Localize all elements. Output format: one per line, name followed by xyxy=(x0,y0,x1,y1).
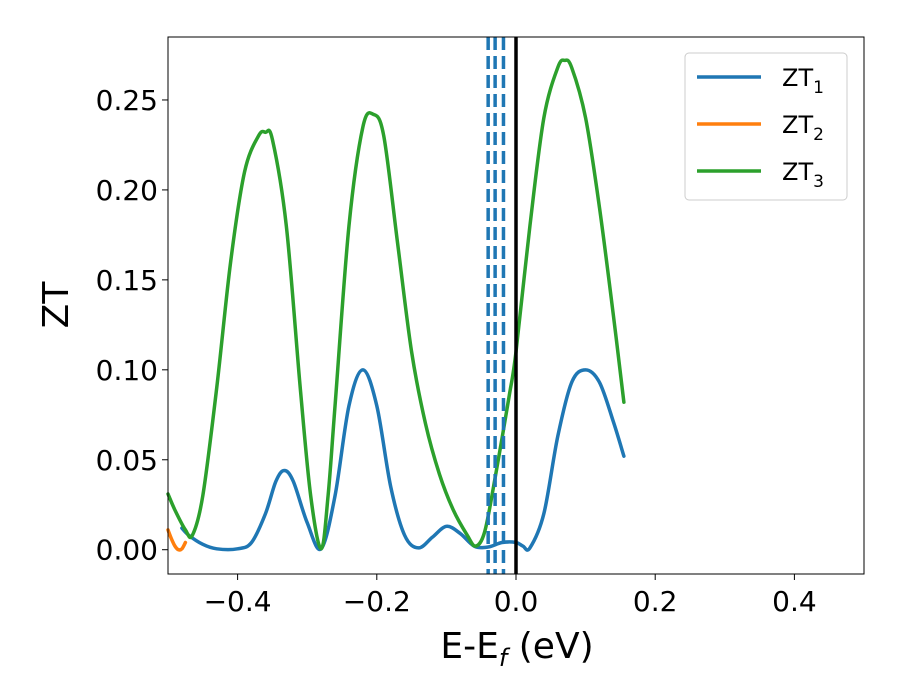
y-tick-label: 0.25 xyxy=(96,84,158,117)
legend-label-zt2: ZT2 xyxy=(782,111,824,145)
x-tick-label: −0.4 xyxy=(204,585,272,618)
y-tick-label: 0.20 xyxy=(96,174,158,207)
legend-box xyxy=(684,52,848,201)
x-axis-label: E-Ef (eV) xyxy=(440,626,593,672)
series-layer xyxy=(166,58,626,552)
y-tick-label: 0.10 xyxy=(96,354,158,387)
x-axis-ticks: −0.4 −0.2 0.0 0.2 0.4 xyxy=(204,574,817,618)
x-tick-label: 0.4 xyxy=(772,585,817,618)
x-tick-label: 0.0 xyxy=(494,585,539,618)
legend-label-zt3: ZT3 xyxy=(782,158,824,192)
y-axis-label: ZT xyxy=(36,281,77,329)
x-tick-label: −0.2 xyxy=(343,585,411,618)
y-axis-ticks: 0.00 0.05 0.10 0.15 0.20 0.25 xyxy=(96,84,168,567)
series-line-zt2 xyxy=(166,528,188,552)
y-tick-label: 0.15 xyxy=(96,264,158,297)
legend: ZT1 ZT2 ZT3 xyxy=(684,52,848,201)
y-tick-label: 0.05 xyxy=(96,444,158,477)
series-line-zt1 xyxy=(180,368,626,552)
legend-label-zt1: ZT1 xyxy=(782,64,824,98)
series-line-zt3 xyxy=(166,58,626,551)
reference-lines xyxy=(486,37,518,574)
x-tick-label: 0.2 xyxy=(633,585,678,618)
y-tick-label: 0.00 xyxy=(96,534,158,567)
